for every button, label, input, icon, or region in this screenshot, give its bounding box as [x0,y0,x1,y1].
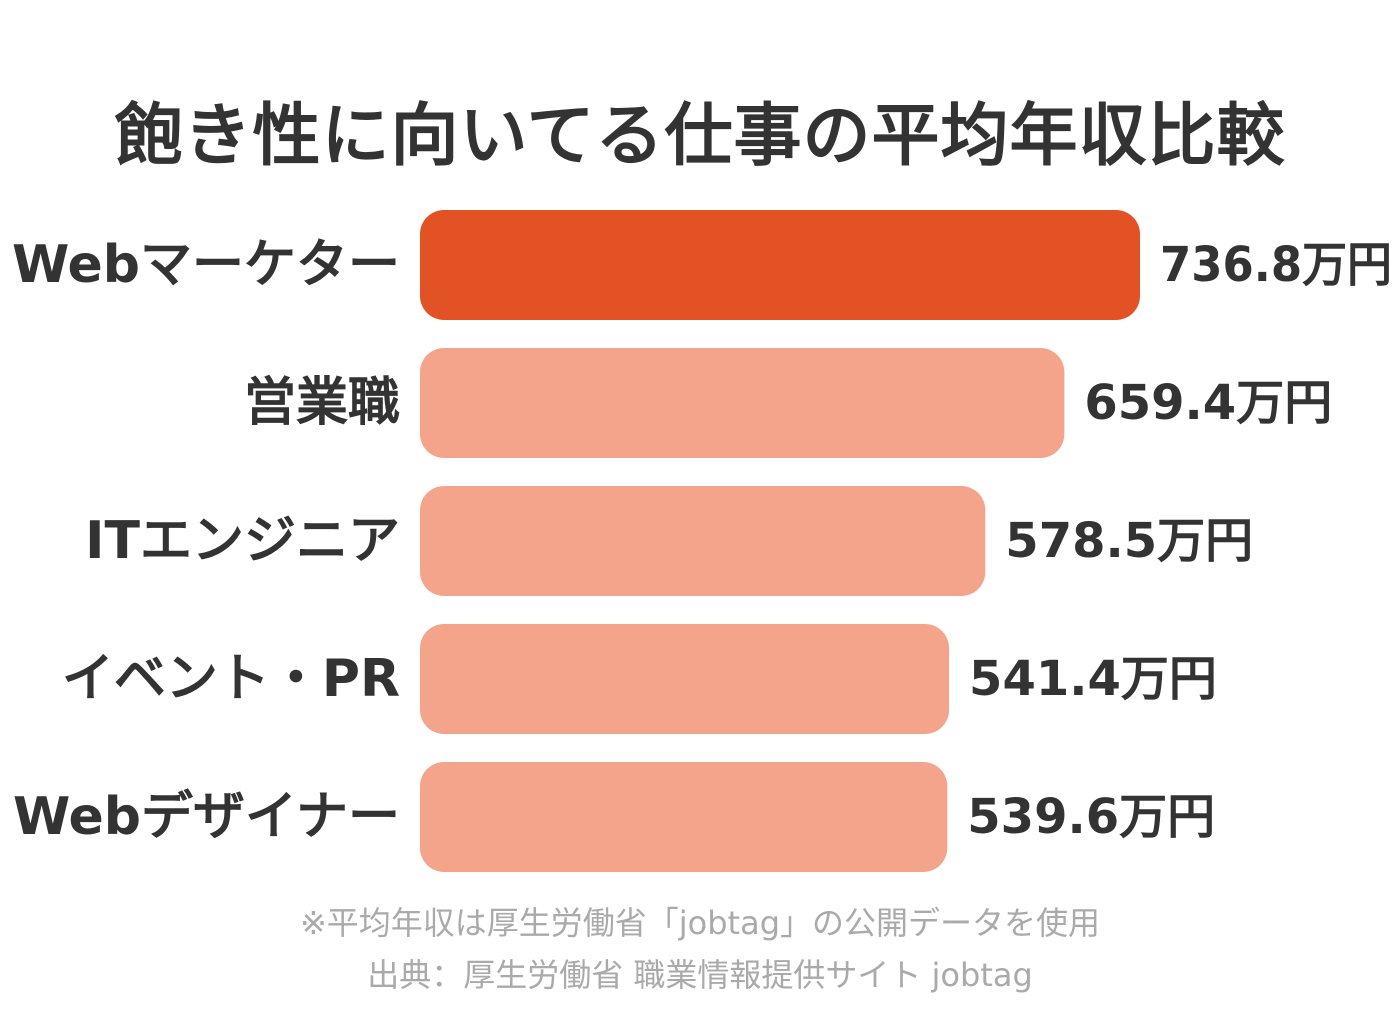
category-label-0: Webマーケター [12,235,400,295]
bar-0 [420,210,1140,320]
value-label-1: 659.4万円 [1084,375,1332,431]
category-label-3: イベント・PR [62,649,400,709]
chart-title: 飽き性に向いてる仕事の平均年収比較 [114,97,1286,176]
bar-4 [420,762,948,872]
value-label-0: 736.8万円 [1160,237,1392,293]
value-label-2: 578.5万円 [1005,513,1253,569]
category-label-2: ITエンジニア [85,511,400,571]
bar-2 [420,486,986,596]
data-source-note: ※平均年収は厚生労働省「jobtag」の公開データを使用 [299,904,1101,942]
bar-1 [420,348,1065,458]
value-label-4: 539.6万円 [967,789,1215,845]
category-label-4: Webデザイナー [13,787,400,847]
value-label-3: 541.4万円 [969,651,1217,707]
category-label-1: 営業職 [244,373,400,433]
bar-3 [420,624,950,734]
source-citation: 出典：厚生労働省 職業情報提供サイト jobtag [367,956,1033,994]
